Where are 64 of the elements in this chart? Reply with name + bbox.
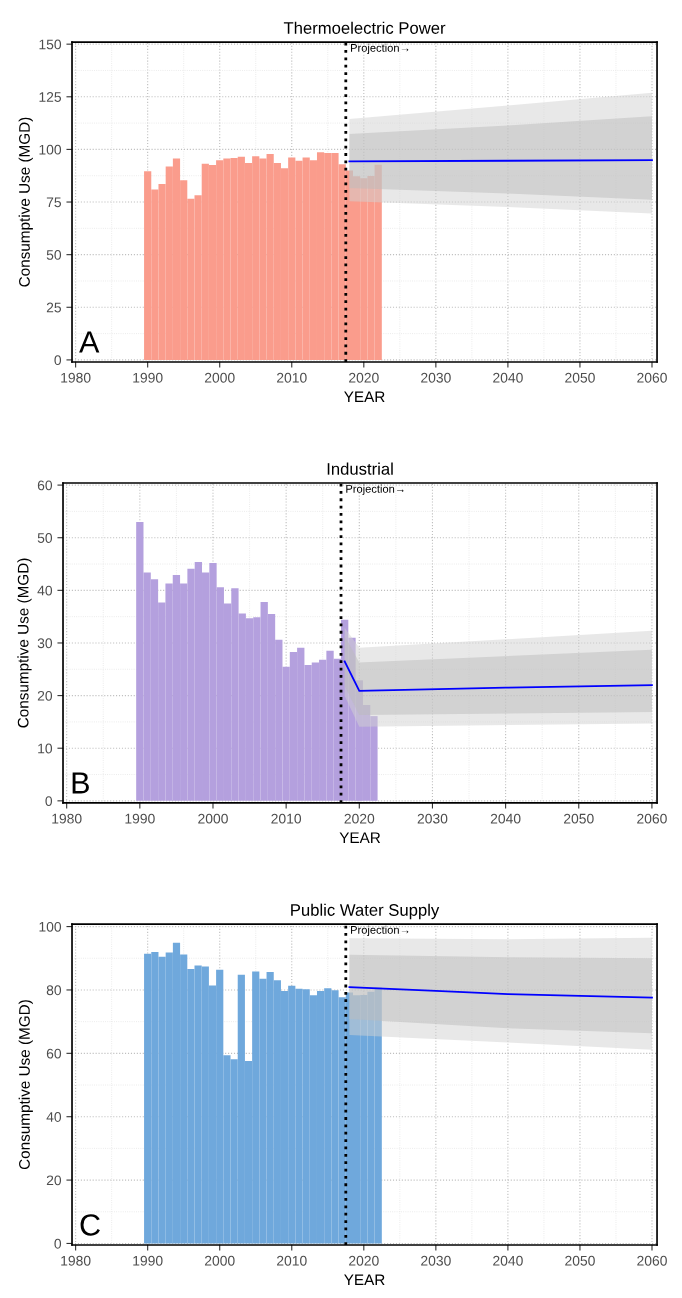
y-tick-label: 20: [46, 1175, 62, 1186]
y-tick-label: 75: [46, 197, 62, 208]
y-tick-label: 60: [37, 480, 53, 491]
x-tick-label: 2010: [277, 1255, 307, 1266]
ref-line-label: Projection→: [351, 43, 409, 55]
x-axis-title: YEAR: [339, 832, 381, 843]
x-tick-label: 2040: [493, 1255, 523, 1266]
x-tick-label: 1980: [52, 813, 82, 824]
chart-title: Thermoelectric Power: [283, 21, 446, 34]
x-tick-label: 2000: [204, 372, 235, 383]
y-tick-label: 100: [39, 144, 62, 155]
x-tick-label: 2010: [277, 372, 307, 383]
y-tick-label: 25: [46, 302, 62, 313]
y-tick-label: 0: [54, 1238, 62, 1249]
chart-title: Industrial: [327, 462, 393, 475]
x-tick-label: 2060: [637, 372, 667, 383]
x-tick-label: 2060: [637, 813, 667, 824]
y-axis-title: Consumptive Use (MGD): [18, 1000, 33, 1170]
y-tick-label: 40: [46, 1112, 62, 1122]
x-tick-label: 2020: [349, 372, 379, 383]
annotation: C: [80, 1214, 100, 1236]
x-tick-label: 2050: [565, 1255, 595, 1266]
x-tick-label: 2030: [417, 813, 448, 824]
x-tick-label: 2030: [421, 1255, 451, 1266]
y-tick-label: 0: [45, 796, 53, 807]
x-tick-label: 2050: [564, 813, 594, 824]
x-tick-label: 2040: [493, 372, 523, 383]
y-tick-label: 150: [39, 39, 62, 50]
x-axis-title: YEAR: [344, 391, 385, 402]
line-series: [343, 660, 653, 692]
x-axis-title: YEAR: [344, 1274, 385, 1286]
y-tick-label: 125: [39, 92, 62, 102]
y-tick-label: 0: [54, 355, 62, 366]
x-tick-label: 2000: [204, 1255, 235, 1266]
annotation: A: [79, 331, 100, 353]
y-axis-title: Consumptive Use (MGD): [17, 558, 32, 728]
y-tick-label: 30: [37, 638, 53, 649]
x-tick-label: 2040: [490, 813, 521, 824]
x-tick-label: 2020: [344, 813, 375, 824]
x-tick-label: 2020: [349, 1255, 379, 1266]
y-tick-label: 60: [46, 1048, 62, 1059]
ref-line-label: Projection→: [346, 484, 404, 495]
x-tick-label: 1990: [133, 372, 163, 383]
y-axis-title: Consumptive Use (MGD): [18, 117, 33, 287]
x-tick-label: 2030: [421, 372, 451, 383]
x-tick-label: 2060: [637, 1255, 667, 1266]
annotation: B: [72, 772, 89, 794]
x-tick-label: 2000: [198, 813, 228, 824]
x-tick-label: 1980: [61, 1255, 91, 1266]
chart-title: Public Water Supply: [291, 903, 440, 920]
x-tick-label: 1980: [61, 372, 91, 383]
x-tick-label: 1990: [125, 813, 155, 824]
x-tick-label: 2010: [271, 813, 302, 824]
x-tick-label: 2050: [565, 372, 595, 383]
y-tick-label: 100: [39, 921, 62, 932]
x-tick-label: 1990: [133, 1255, 163, 1266]
y-tick-label: 50: [46, 249, 62, 260]
line-series: [348, 986, 653, 999]
ref-line-label: Projection→: [351, 925, 409, 937]
y-tick-label: 20: [37, 690, 53, 701]
y-tick-label: 10: [38, 743, 53, 754]
y-tick-label: 40: [37, 585, 53, 596]
y-tick-label: 50: [37, 533, 53, 543]
y-tick-label: 80: [46, 985, 62, 996]
